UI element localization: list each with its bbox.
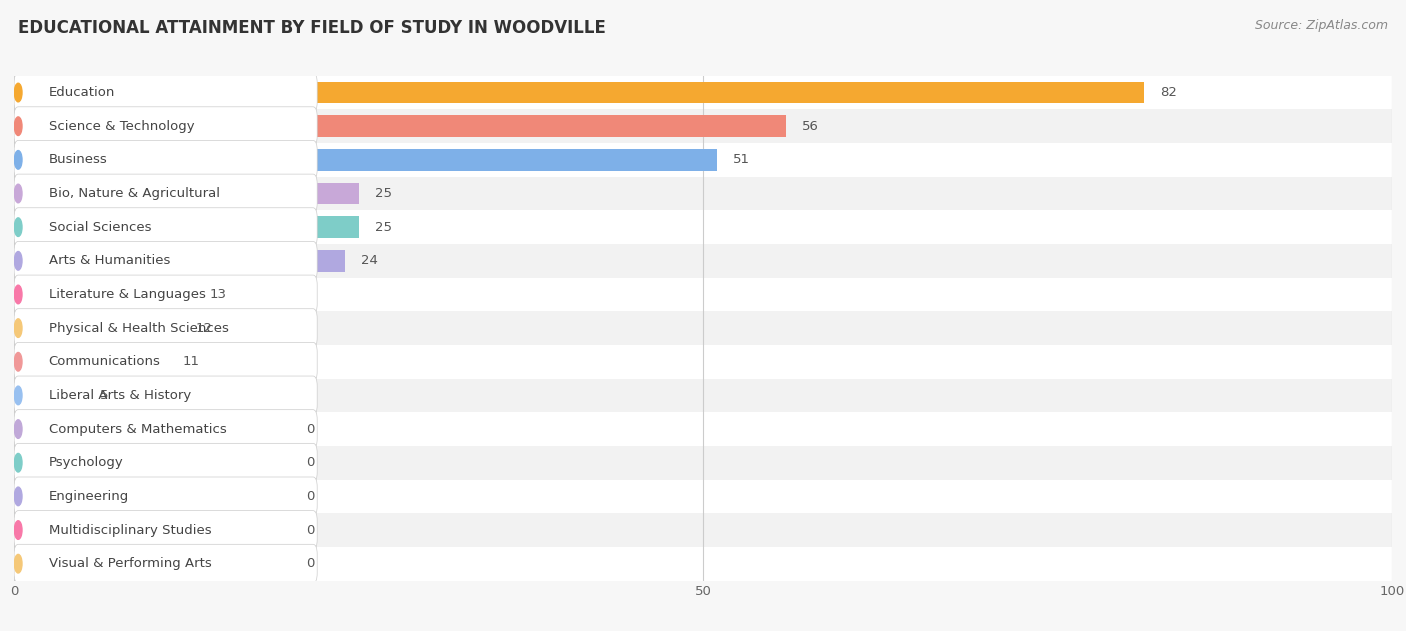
FancyBboxPatch shape: [14, 275, 318, 314]
Bar: [14, 446, 1392, 480]
FancyBboxPatch shape: [14, 208, 318, 247]
FancyBboxPatch shape: [14, 309, 318, 348]
Circle shape: [14, 218, 22, 237]
FancyBboxPatch shape: [14, 545, 318, 583]
Text: Engineering: Engineering: [48, 490, 129, 503]
Text: 0: 0: [307, 557, 315, 570]
Bar: [14, 519, 290, 541]
Bar: [14, 278, 1392, 311]
Bar: [14, 250, 344, 272]
Circle shape: [14, 454, 22, 472]
Text: Physical & Health Sciences: Physical & Health Sciences: [48, 322, 228, 334]
Text: Liberal Arts & History: Liberal Arts & History: [48, 389, 191, 402]
Bar: [14, 143, 1392, 177]
Bar: [14, 177, 1392, 210]
Text: Communications: Communications: [48, 355, 160, 369]
Text: Source: ZipAtlas.com: Source: ZipAtlas.com: [1254, 19, 1388, 32]
Bar: [14, 109, 1392, 143]
Bar: [14, 412, 1392, 446]
Circle shape: [14, 353, 22, 371]
FancyBboxPatch shape: [14, 107, 318, 146]
Circle shape: [14, 487, 22, 505]
Text: 0: 0: [307, 490, 315, 503]
Bar: [14, 115, 786, 137]
FancyBboxPatch shape: [14, 410, 318, 449]
Text: 25: 25: [375, 187, 392, 200]
Text: EDUCATIONAL ATTAINMENT BY FIELD OF STUDY IN WOODVILLE: EDUCATIONAL ATTAINMENT BY FIELD OF STUDY…: [18, 19, 606, 37]
FancyBboxPatch shape: [14, 444, 318, 482]
Bar: [14, 182, 359, 204]
Text: Social Sciences: Social Sciences: [48, 221, 150, 233]
Bar: [14, 149, 717, 171]
Text: Multidisciplinary Studies: Multidisciplinary Studies: [48, 524, 211, 536]
Bar: [14, 480, 1392, 513]
Text: Business: Business: [48, 153, 107, 167]
FancyBboxPatch shape: [14, 477, 318, 516]
Bar: [14, 418, 290, 440]
Text: Arts & Humanities: Arts & Humanities: [48, 254, 170, 268]
Text: 0: 0: [307, 456, 315, 469]
Circle shape: [14, 319, 22, 338]
Bar: [14, 311, 1392, 345]
Text: 13: 13: [209, 288, 226, 301]
Circle shape: [14, 117, 22, 136]
Text: Education: Education: [48, 86, 115, 99]
Bar: [14, 317, 180, 339]
Bar: [14, 76, 1392, 109]
Text: 56: 56: [803, 120, 820, 133]
FancyBboxPatch shape: [14, 343, 318, 381]
Text: 0: 0: [307, 524, 315, 536]
Circle shape: [14, 521, 22, 540]
Text: Computers & Mathematics: Computers & Mathematics: [48, 423, 226, 435]
FancyBboxPatch shape: [14, 510, 318, 550]
Text: 11: 11: [183, 355, 200, 369]
Bar: [14, 216, 359, 238]
Circle shape: [14, 386, 22, 404]
Bar: [14, 452, 290, 474]
Text: 24: 24: [361, 254, 378, 268]
Circle shape: [14, 285, 22, 304]
Bar: [14, 345, 1392, 379]
Text: 5: 5: [100, 389, 108, 402]
Bar: [14, 210, 1392, 244]
Bar: [14, 485, 290, 507]
Circle shape: [14, 555, 22, 573]
Text: Psychology: Psychology: [48, 456, 124, 469]
Circle shape: [14, 151, 22, 169]
Bar: [14, 81, 1144, 103]
Text: 0: 0: [307, 423, 315, 435]
Bar: [14, 553, 290, 575]
Bar: [14, 547, 1392, 581]
Text: Visual & Performing Arts: Visual & Performing Arts: [48, 557, 211, 570]
Bar: [14, 384, 83, 406]
FancyBboxPatch shape: [14, 141, 318, 179]
FancyBboxPatch shape: [14, 376, 318, 415]
Text: 25: 25: [375, 221, 392, 233]
FancyBboxPatch shape: [14, 242, 318, 280]
Circle shape: [14, 252, 22, 270]
Text: Literature & Languages: Literature & Languages: [48, 288, 205, 301]
FancyBboxPatch shape: [14, 174, 318, 213]
Bar: [14, 283, 193, 305]
Bar: [14, 244, 1392, 278]
Circle shape: [14, 83, 22, 102]
Text: 82: 82: [1160, 86, 1177, 99]
Bar: [14, 379, 1392, 412]
Text: 51: 51: [734, 153, 751, 167]
Text: Science & Technology: Science & Technology: [48, 120, 194, 133]
Circle shape: [14, 184, 22, 203]
FancyBboxPatch shape: [14, 73, 318, 112]
Text: Bio, Nature & Agricultural: Bio, Nature & Agricultural: [48, 187, 219, 200]
Bar: [14, 513, 1392, 547]
Text: 12: 12: [195, 322, 212, 334]
Circle shape: [14, 420, 22, 439]
Bar: [14, 351, 166, 373]
